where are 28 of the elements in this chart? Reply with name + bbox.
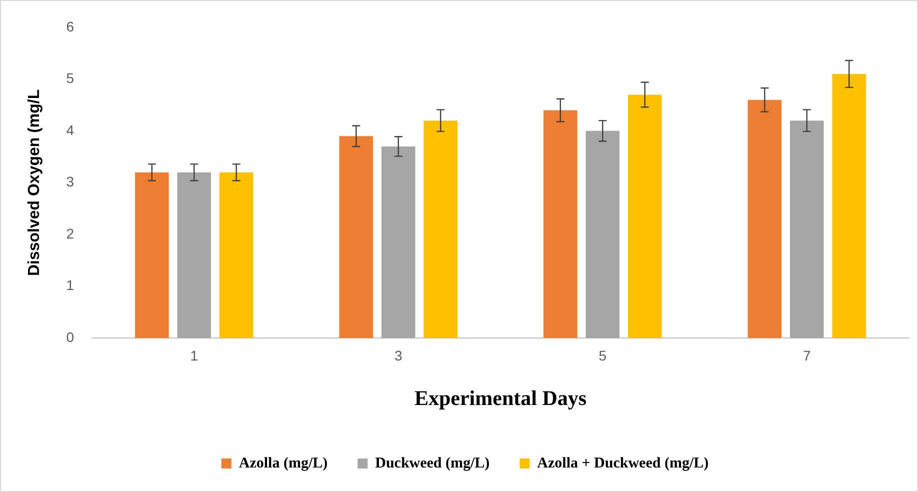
legend-label: Duckweed (mg/L) bbox=[375, 455, 490, 472]
y-tick-label: 6 bbox=[66, 18, 74, 34]
x-axis-title: Experimental Days bbox=[414, 386, 587, 410]
y-tick-label: 1 bbox=[66, 277, 74, 294]
bar bbox=[219, 172, 254, 338]
x-tick-label: 7 bbox=[802, 347, 811, 364]
y-tick-label: 3 bbox=[66, 174, 74, 190]
bar bbox=[424, 120, 458, 338]
bar bbox=[790, 120, 824, 338]
bar bbox=[135, 172, 169, 338]
bar bbox=[628, 94, 662, 338]
y-tick-label: 2 bbox=[66, 225, 74, 242]
bar bbox=[832, 74, 866, 338]
y-axis-title: Dissolved Oxygen (mg/L bbox=[26, 89, 44, 276]
x-tick-label: 5 bbox=[598, 347, 607, 364]
bar bbox=[177, 172, 211, 338]
bar bbox=[381, 146, 416, 338]
bar bbox=[339, 136, 374, 338]
y-tick-label: 5 bbox=[66, 70, 74, 86]
bar bbox=[544, 110, 578, 338]
x-tick-label: 1 bbox=[190, 347, 198, 364]
x-tick-label: 3 bbox=[394, 347, 402, 364]
y-tick-label: 0 bbox=[66, 328, 74, 345]
legend-label: Azolla (mg/L) bbox=[238, 455, 328, 472]
bar bbox=[586, 130, 620, 338]
legend-label: Azolla + Duckweed (mg/L) bbox=[537, 455, 709, 472]
bar bbox=[748, 100, 782, 338]
y-tick-label: 4 bbox=[66, 122, 74, 138]
